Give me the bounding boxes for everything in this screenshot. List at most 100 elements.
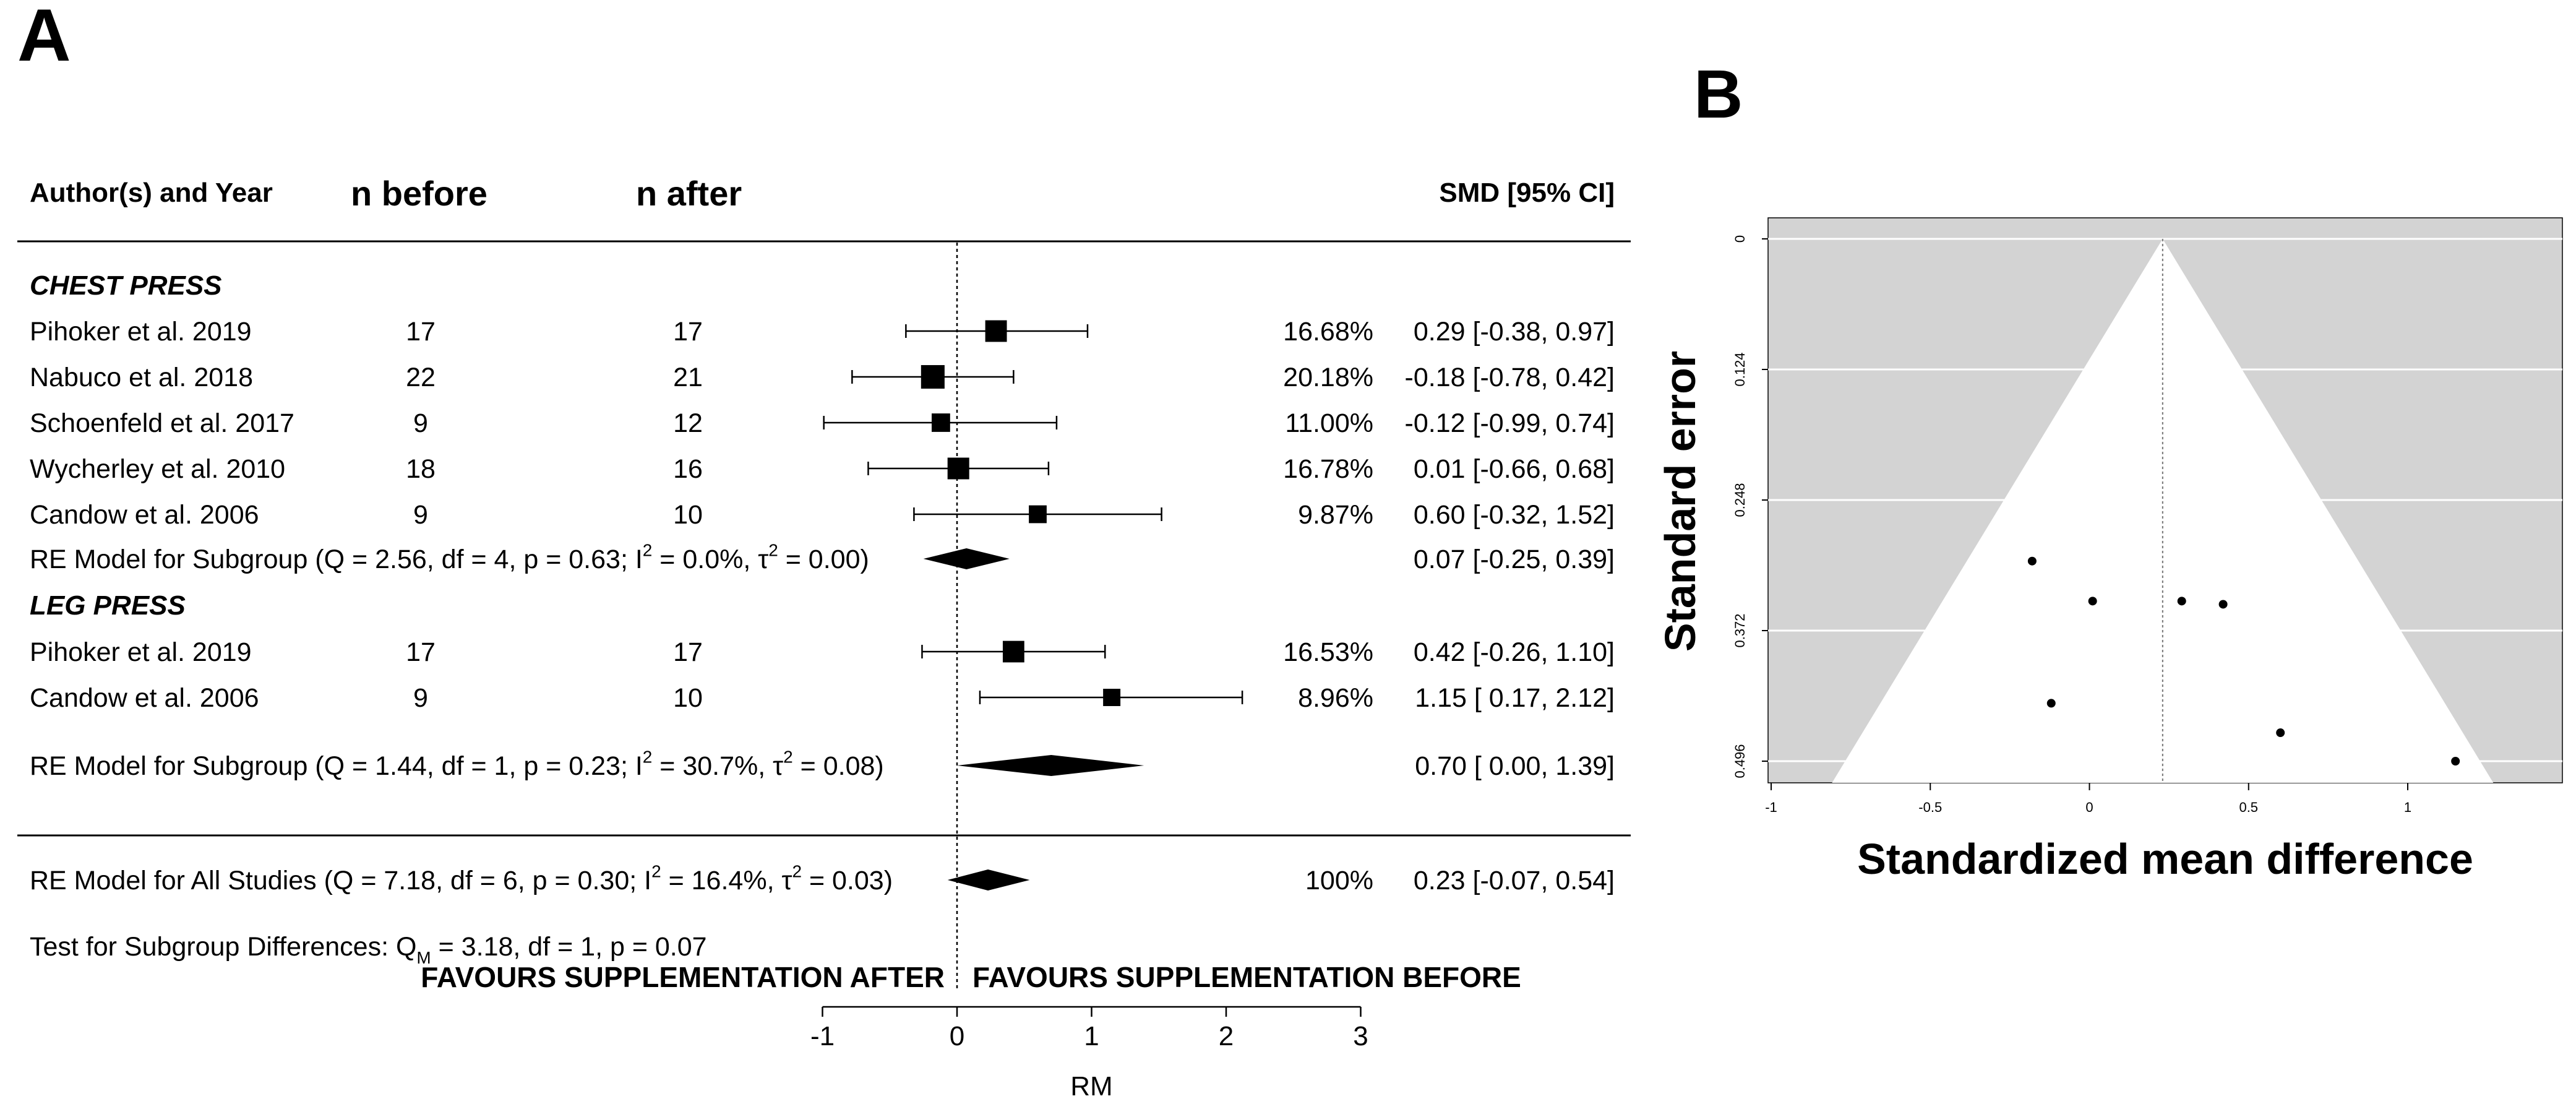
- header-study: Author(s) and Year: [30, 178, 273, 208]
- overall-model-label-part: 2: [651, 862, 661, 881]
- subgroup-model-label: RE Model for Subgroup (Q = 2.56, df = 4,…: [30, 541, 869, 574]
- study-ci-text: 0.29 [-0.38, 0.97]: [1414, 317, 1615, 347]
- funnel-x-tick-label: 0.5: [2239, 800, 2258, 815]
- n-after: 16: [673, 454, 703, 484]
- effect-square: [921, 364, 945, 389]
- overall-weight: 100%: [1305, 866, 1373, 895]
- subgroup-title: CHEST PRESS: [30, 270, 222, 301]
- n-after: 10: [673, 500, 703, 530]
- n-after: 17: [673, 317, 703, 347]
- subgroup-model-label-part: RE Model for Subgroup (Q = 1.44, df = 1,…: [30, 751, 643, 781]
- study-ci-text: 0.42 [-0.26, 1.10]: [1414, 637, 1615, 667]
- subgroup-model-label-part: 2: [768, 541, 778, 560]
- funnel-plot: B -1 -0.5 0 0.5 1 0 0.124 0.248 0.372 0.496 Standar…: [1656, 56, 2563, 883]
- n-before: 17: [406, 317, 436, 347]
- study-weight: 16.78%: [1283, 454, 1373, 484]
- forest-plot: A Author(s) and Year n before n after SMD [9…: [17, 0, 1631, 1102]
- header-smd: SMD [95% CI]: [1439, 178, 1615, 208]
- favours-right-label: FAVOURS SUPPLEMENTATION BEFORE: [972, 961, 1521, 993]
- overall-model-label: RE Model for All Studies (Q = 7.18, df =…: [30, 862, 893, 895]
- study-weight: 16.68%: [1283, 317, 1373, 347]
- subgroup-test-text: Test for Subgroup Differences: QM = 3.18…: [30, 932, 707, 967]
- funnel-x-tick-label: 0: [2085, 800, 2093, 815]
- subgroup-title: LEG PRESS: [30, 590, 186, 621]
- subgroup-test-text-part: = 3.18, df = 1, p = 0.07: [431, 932, 707, 962]
- subgroup-model-label-part: 2: [643, 541, 653, 560]
- subgroup-test-text-part: M: [416, 948, 431, 967]
- funnel-point: [2218, 600, 2228, 609]
- n-after: 10: [673, 683, 703, 713]
- overall-diamond: [947, 869, 1030, 891]
- study-name: Wycherley et al. 2010: [30, 454, 285, 484]
- n-before: 22: [406, 363, 436, 392]
- subgroup-model-label-part: 2: [643, 748, 653, 767]
- n-after: 17: [673, 637, 703, 667]
- x-axis-label: RM: [1070, 1071, 1112, 1102]
- effect-square: [1103, 689, 1121, 706]
- study-ci-text: -0.12 [-0.99, 0.74]: [1405, 408, 1615, 438]
- funnel-x-tick-label: -1: [1765, 800, 1777, 815]
- study-name: Pihoker et al. 2019: [30, 317, 252, 347]
- funnel-point: [2177, 597, 2186, 606]
- study-name: Nabuco et al. 2018: [30, 363, 253, 392]
- overall-model-label-part: = 0.03): [802, 866, 893, 895]
- favours-left-label: FAVOURS SUPPLEMENTATION AFTER: [421, 961, 945, 993]
- effect-square: [932, 413, 950, 432]
- study-ci-text: 0.01 [-0.66, 0.68]: [1414, 454, 1615, 484]
- subgroup-model-label-part: = 30.7%, τ: [652, 751, 783, 781]
- subgroup-model-label-part: = 0.00): [778, 545, 869, 574]
- study-name: Candow et al. 2006: [30, 500, 259, 530]
- funnel-y-tick-label: 0: [1732, 235, 1748, 243]
- n-after: 21: [673, 363, 703, 392]
- n-before: 18: [406, 454, 436, 484]
- n-after: 12: [673, 408, 703, 438]
- subgroup-model-label-part: = 0.0%, τ: [652, 545, 768, 574]
- study-name: Candow et al. 2006: [30, 683, 259, 713]
- subgroup-diamond: [923, 548, 1010, 569]
- study-ci-text: 0.60 [-0.32, 1.52]: [1414, 500, 1615, 530]
- x-tick-label: 3: [1353, 1021, 1368, 1051]
- subgroup-model-ci: 0.07 [-0.25, 0.39]: [1414, 545, 1615, 574]
- funnel-y-tick-label: 0.124: [1732, 352, 1748, 386]
- study-name: Schoenfeld et al. 2017: [30, 408, 294, 438]
- study-ci-text: -0.18 [-0.78, 0.42]: [1405, 363, 1615, 392]
- panel-a-label: A: [17, 0, 71, 77]
- subgroup-model-label-part: RE Model for Subgroup (Q = 2.56, df = 4,…: [30, 545, 643, 574]
- panel-b-label: B: [1694, 56, 1743, 132]
- study-weight: 20.18%: [1283, 363, 1373, 392]
- funnel-point: [2027, 556, 2037, 566]
- funnel-y-tick-label: 0.372: [1732, 613, 1748, 647]
- header-n-after: n after: [636, 174, 742, 213]
- x-tick-label: 1: [1084, 1021, 1099, 1051]
- funnel-x-tick-label: 1: [2404, 800, 2411, 815]
- subgroup-model-ci: 0.70 [ 0.00, 1.39]: [1415, 751, 1615, 781]
- effect-square: [1029, 505, 1047, 524]
- overall-model-label-part: 2: [792, 862, 802, 881]
- study-ci-text: 1.15 [ 0.17, 2.12]: [1415, 683, 1615, 713]
- funnel-region: [1832, 239, 2494, 783]
- overall-model-label-part: = 16.4%, τ: [661, 866, 792, 895]
- funnel-y-tick-label: 0.496: [1732, 744, 1748, 778]
- n-before: 9: [413, 408, 428, 438]
- funnel-x-tick-label: -0.5: [1918, 800, 1942, 815]
- header-n-before: n before: [351, 174, 487, 213]
- overall-ci: 0.23 [-0.07, 0.54]: [1414, 866, 1615, 895]
- study-weight: 16.53%: [1283, 637, 1373, 667]
- subgroup-diamond: [957, 755, 1144, 776]
- effect-square: [947, 457, 969, 480]
- x-tick-label: 2: [1219, 1021, 1234, 1051]
- study-weight: 11.00%: [1285, 408, 1373, 438]
- study-name: Pihoker et al. 2019: [30, 637, 252, 667]
- n-before: 17: [406, 637, 436, 667]
- study-weight: 9.87%: [1298, 500, 1373, 530]
- effect-square: [985, 320, 1007, 342]
- n-before: 9: [413, 500, 428, 530]
- funnel-y-label: Standard error: [1656, 351, 1704, 652]
- overall-model-label-part: RE Model for All Studies (Q = 7.18, df =…: [30, 866, 651, 895]
- funnel-y-tick-label: 0.248: [1732, 483, 1748, 517]
- x-tick-label: 0: [950, 1021, 964, 1051]
- n-before: 9: [413, 683, 428, 713]
- funnel-point: [2451, 756, 2460, 766]
- funnel-point: [2046, 699, 2056, 708]
